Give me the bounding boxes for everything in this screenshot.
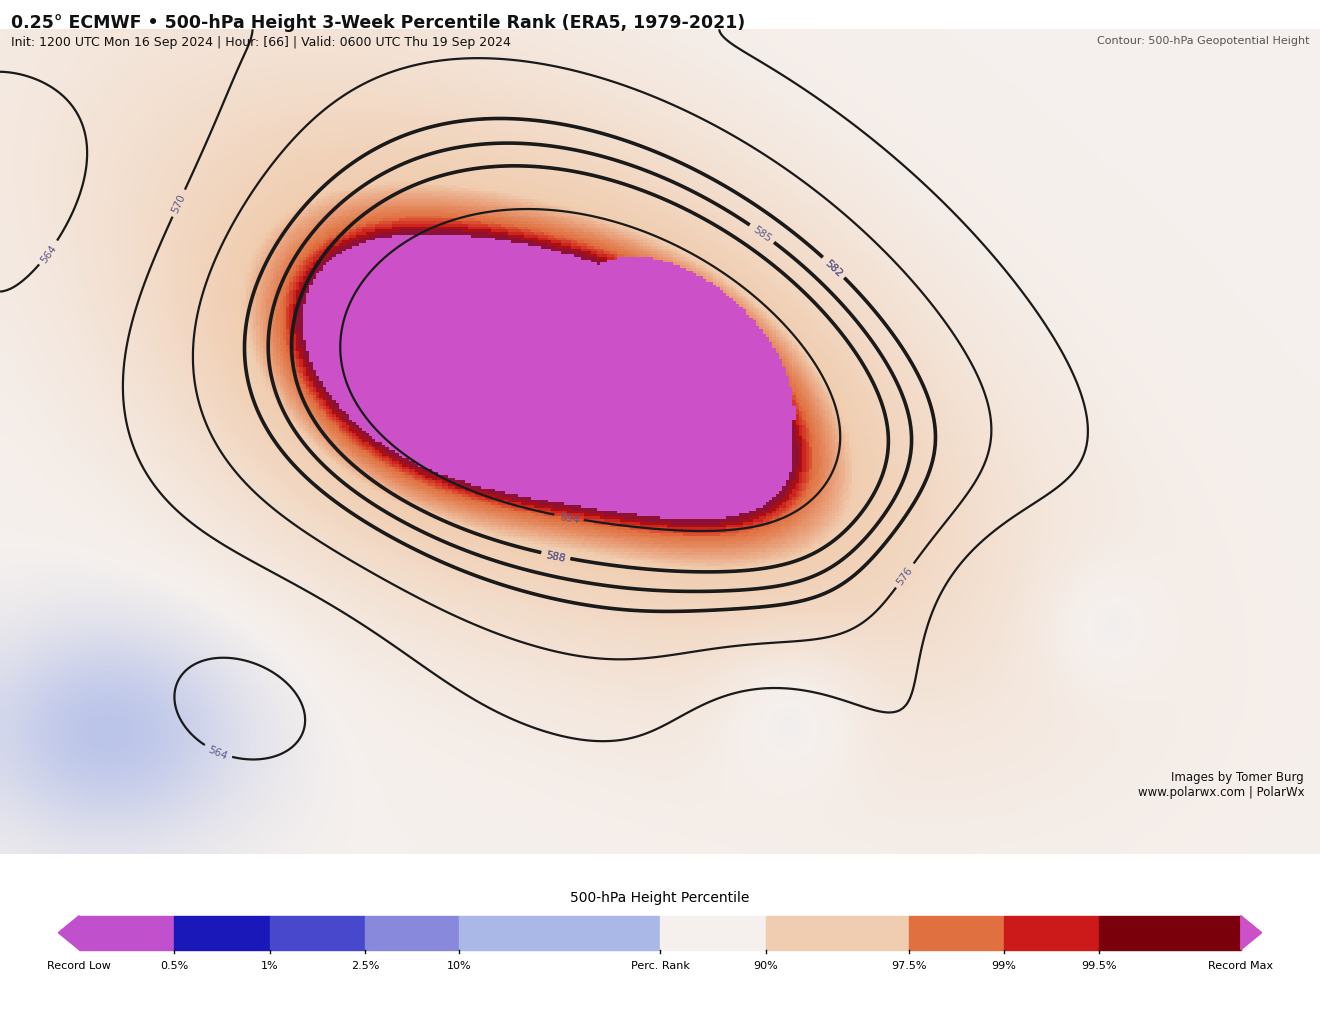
Text: Perc. Rank: Perc. Rank	[631, 960, 689, 971]
Text: Record Low: Record Low	[48, 960, 111, 971]
Text: 2.5%: 2.5%	[351, 960, 379, 971]
Text: Contour: 500-hPa Geopotential Height: Contour: 500-hPa Geopotential Height	[1097, 36, 1309, 47]
Text: Images by Tomer Burg: Images by Tomer Burg	[1171, 770, 1304, 784]
Text: 588: 588	[545, 549, 566, 563]
Text: 99%: 99%	[991, 960, 1016, 971]
Bar	[908, 916, 1003, 950]
Bar	[364, 916, 459, 950]
Bar	[1003, 916, 1100, 950]
Text: Record Max: Record Max	[1208, 960, 1274, 971]
Bar	[660, 916, 766, 950]
Bar	[1100, 916, 1241, 950]
Text: 500-hPa Height Percentile: 500-hPa Height Percentile	[570, 891, 750, 904]
Text: Init: 1200 UTC Mon 16 Sep 2024 | Hour: [66] | Valid: 0600 UTC Thu 19 Sep 2024: Init: 1200 UTC Mon 16 Sep 2024 | Hour: […	[11, 36, 511, 50]
Bar	[174, 916, 269, 950]
Text: 570: 570	[170, 193, 187, 215]
Text: 1%: 1%	[261, 960, 279, 971]
Text: 594: 594	[558, 512, 579, 525]
Text: 10%: 10%	[446, 960, 471, 971]
Bar	[79, 916, 174, 950]
Polygon shape	[58, 916, 79, 950]
Text: 99.5%: 99.5%	[1081, 960, 1117, 971]
Text: 564: 564	[207, 744, 230, 761]
Polygon shape	[1241, 916, 1262, 950]
Text: 576: 576	[895, 565, 915, 587]
Text: 0.5%: 0.5%	[160, 960, 189, 971]
Text: 564: 564	[38, 243, 58, 265]
Text: 0.25° ECMWF • 500-hPa Height 3-Week Percentile Rank (ERA5, 1979-2021): 0.25° ECMWF • 500-hPa Height 3-Week Perc…	[11, 14, 744, 32]
Bar	[269, 916, 364, 950]
Text: 582: 582	[824, 258, 845, 279]
Text: 588: 588	[545, 549, 566, 563]
Text: 582: 582	[824, 258, 845, 279]
Text: 585: 585	[751, 224, 774, 244]
Bar	[766, 916, 908, 950]
Bar	[459, 916, 660, 950]
Text: 90%: 90%	[754, 960, 777, 971]
Text: 97.5%: 97.5%	[891, 960, 927, 971]
Text: www.polarwx.com | PolarWx: www.polarwx.com | PolarWx	[1138, 786, 1304, 799]
